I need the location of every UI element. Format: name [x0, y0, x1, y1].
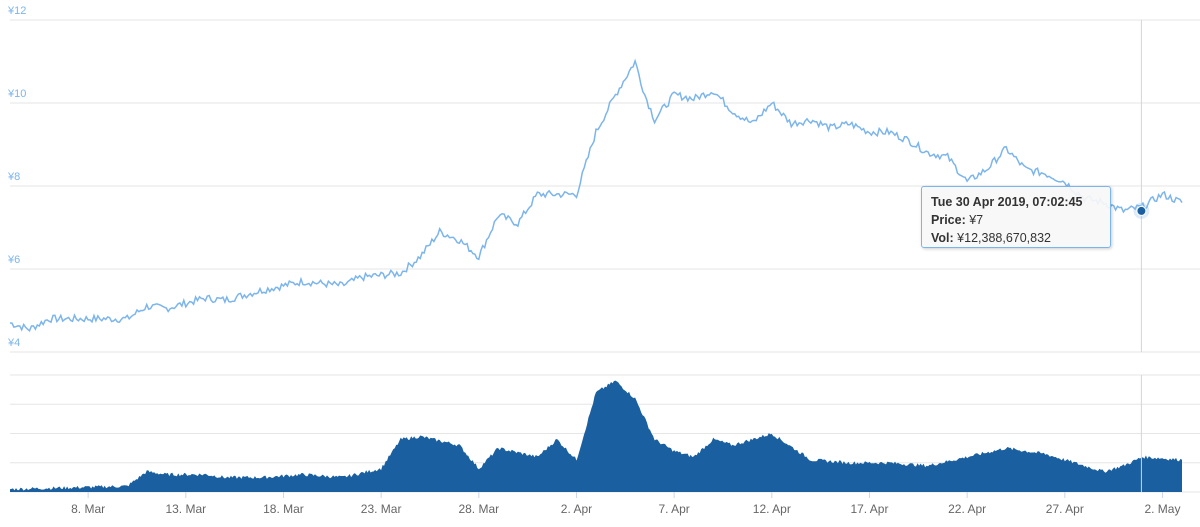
x-tick-label: 8. Mar	[71, 502, 105, 516]
x-tick-label: 2. Apr	[561, 502, 592, 516]
price-y-tick-label: ¥10	[7, 88, 26, 100]
tooltip-price-row: Price: ¥7	[931, 211, 1101, 229]
tooltip-price-label: Price:	[931, 213, 966, 227]
data-tooltip: Tue 30 Apr 2019, 07:02:45 Price: ¥7 Vol:…	[921, 186, 1111, 248]
hover-point-marker[interactable]	[1136, 205, 1147, 216]
tooltip-title: Tue 30 Apr 2019, 07:02:45	[931, 195, 1083, 209]
x-tick-label: 2. May	[1144, 502, 1180, 516]
x-tick-label: 7. Apr	[658, 502, 689, 516]
x-tick-label: 23. Mar	[361, 502, 402, 516]
x-tick-label: 28. Mar	[458, 502, 499, 516]
price-y-axis-labels: ¥4 ¥6 ¥8 ¥10 ¥12	[7, 5, 26, 349]
tooltip-vol-label: Vol:	[931, 231, 954, 245]
price-line-series	[9, 58, 1183, 333]
price-y-tick-label: ¥8	[7, 171, 20, 183]
x-tick-label: 17. Apr	[850, 502, 888, 516]
tooltip-vol-value: ¥12,388,670,832	[957, 231, 1052, 245]
x-tick-label: 22. Apr	[948, 502, 986, 516]
tooltip-price-value: ¥7	[969, 213, 984, 227]
price-y-tick-label: ¥4	[7, 337, 20, 349]
x-tick-label: 18. Mar	[263, 502, 304, 516]
tooltip-vol-row: Vol: ¥12,388,670,832	[931, 229, 1101, 247]
price-y-tick-label: ¥12	[7, 5, 26, 17]
x-tick-label: 27. Apr	[1046, 502, 1084, 516]
x-axis-labels: 8. Mar 13. Mar 18. Mar 23. Mar 28. Mar 2. Apr…	[71, 492, 1180, 516]
volume-area-series	[10, 380, 1182, 492]
price-y-tick-label: ¥6	[7, 254, 20, 266]
price-gridlines	[10, 19, 1200, 353]
x-tick-label: 12. Apr	[753, 502, 791, 516]
x-tick-label: 13. Mar	[165, 502, 206, 516]
